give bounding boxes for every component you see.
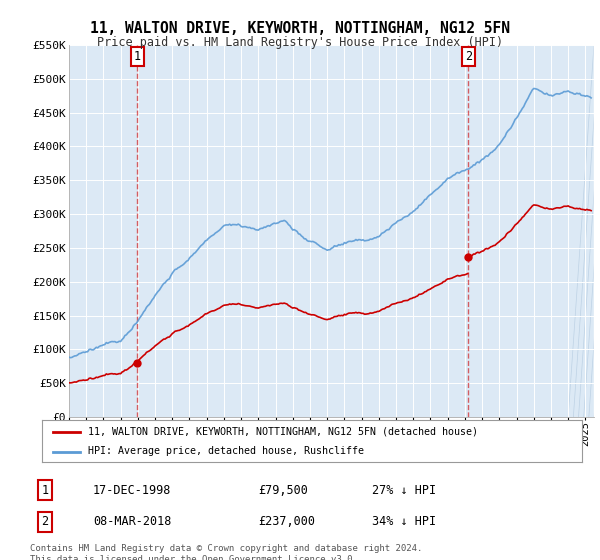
Text: Contains HM Land Registry data © Crown copyright and database right 2024.
This d: Contains HM Land Registry data © Crown c…: [30, 544, 422, 560]
Text: £237,000: £237,000: [258, 515, 315, 529]
Text: HPI: Average price, detached house, Rushcliffe: HPI: Average price, detached house, Rush…: [88, 446, 364, 456]
Text: 17-DEC-1998: 17-DEC-1998: [93, 483, 172, 497]
Text: 1: 1: [41, 483, 49, 497]
Text: 1: 1: [134, 50, 140, 63]
Text: Price paid vs. HM Land Registry's House Price Index (HPI): Price paid vs. HM Land Registry's House …: [97, 36, 503, 49]
Text: 11, WALTON DRIVE, KEYWORTH, NOTTINGHAM, NG12 5FN (detached house): 11, WALTON DRIVE, KEYWORTH, NOTTINGHAM, …: [88, 427, 478, 437]
Text: 2: 2: [41, 515, 49, 529]
Bar: [594, 45, 600, 417]
Text: 27% ↓ HPI: 27% ↓ HPI: [372, 483, 436, 497]
Bar: [577, 45, 594, 417]
Text: 11, WALTON DRIVE, KEYWORTH, NOTTINGHAM, NG12 5FN: 11, WALTON DRIVE, KEYWORTH, NOTTINGHAM, …: [90, 21, 510, 36]
Text: 34% ↓ HPI: 34% ↓ HPI: [372, 515, 436, 529]
Text: 08-MAR-2018: 08-MAR-2018: [93, 515, 172, 529]
Text: 2: 2: [465, 50, 472, 63]
Text: £79,500: £79,500: [258, 483, 308, 497]
